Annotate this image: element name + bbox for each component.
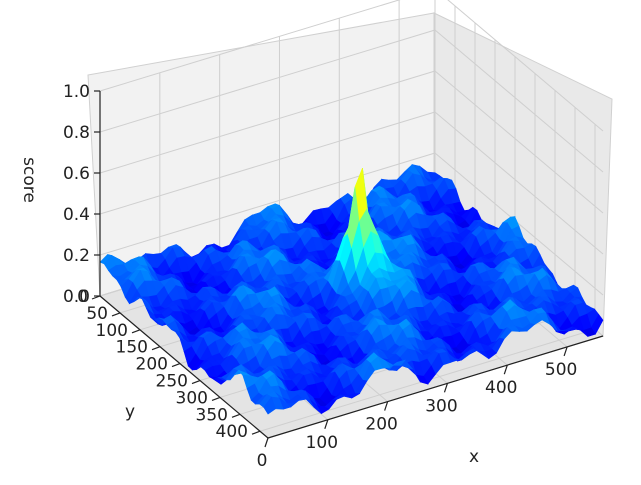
tick-mark	[131, 329, 141, 334]
tick-mark	[111, 312, 121, 317]
grid-line	[99, 0, 401, 92]
y-tick-label: 250	[156, 372, 188, 392]
z-axis-title: score	[19, 157, 39, 203]
x-tick-label: 300	[425, 396, 457, 416]
tick-mark	[503, 364, 508, 375]
tick-mark	[264, 437, 269, 448]
y-tick-label: 100	[96, 321, 128, 341]
z-tick-label: 0.8	[63, 123, 90, 143]
y-tick-label: 0	[77, 287, 88, 307]
y-tick-label: 200	[136, 355, 168, 375]
z-tick-label: 0.0	[63, 287, 90, 307]
z-tick-label: 0.4	[63, 205, 90, 225]
tick-mark	[443, 383, 449, 393]
x-tick-label: 100	[306, 433, 338, 453]
y-axis-title: y	[125, 402, 135, 422]
x-axis-title: x	[469, 447, 479, 467]
x-tick-label: 200	[365, 415, 397, 435]
y-tick-label: 400	[216, 422, 248, 442]
surface-mesh	[99, 164, 604, 415]
z-tick-label: 1.0	[63, 82, 90, 102]
tick-mark	[171, 363, 181, 368]
y-tick-label: 350	[196, 405, 228, 425]
y-tick-label: 50	[86, 304, 108, 324]
tick-mark	[384, 401, 389, 411]
tick-mark	[231, 413, 241, 418]
y-tick-label: 300	[176, 388, 208, 408]
tick-mark	[251, 430, 261, 435]
surface-patch	[263, 396, 276, 415]
grid-line	[99, 111, 436, 215]
z-tick-label: 0.2	[63, 246, 90, 266]
grid-line	[99, 152, 436, 256]
z-tick-label: 0.6	[63, 164, 90, 184]
tick-mark	[211, 396, 221, 401]
grid-line	[99, 70, 436, 174]
x-tick-label: 0	[257, 451, 268, 471]
tick-mark	[563, 346, 568, 357]
x-tick-label: 500	[545, 360, 577, 380]
tick-mark	[324, 419, 329, 429]
x-axis-line	[267, 335, 604, 439]
axes: 0100200300400500050100150200250300350400…	[63, 82, 604, 471]
y-tick-label: 150	[116, 338, 148, 358]
tick-mark	[151, 346, 161, 351]
tick-mark	[191, 379, 201, 385]
x-tick-label: 400	[485, 378, 517, 398]
grid-line	[99, 29, 436, 133]
